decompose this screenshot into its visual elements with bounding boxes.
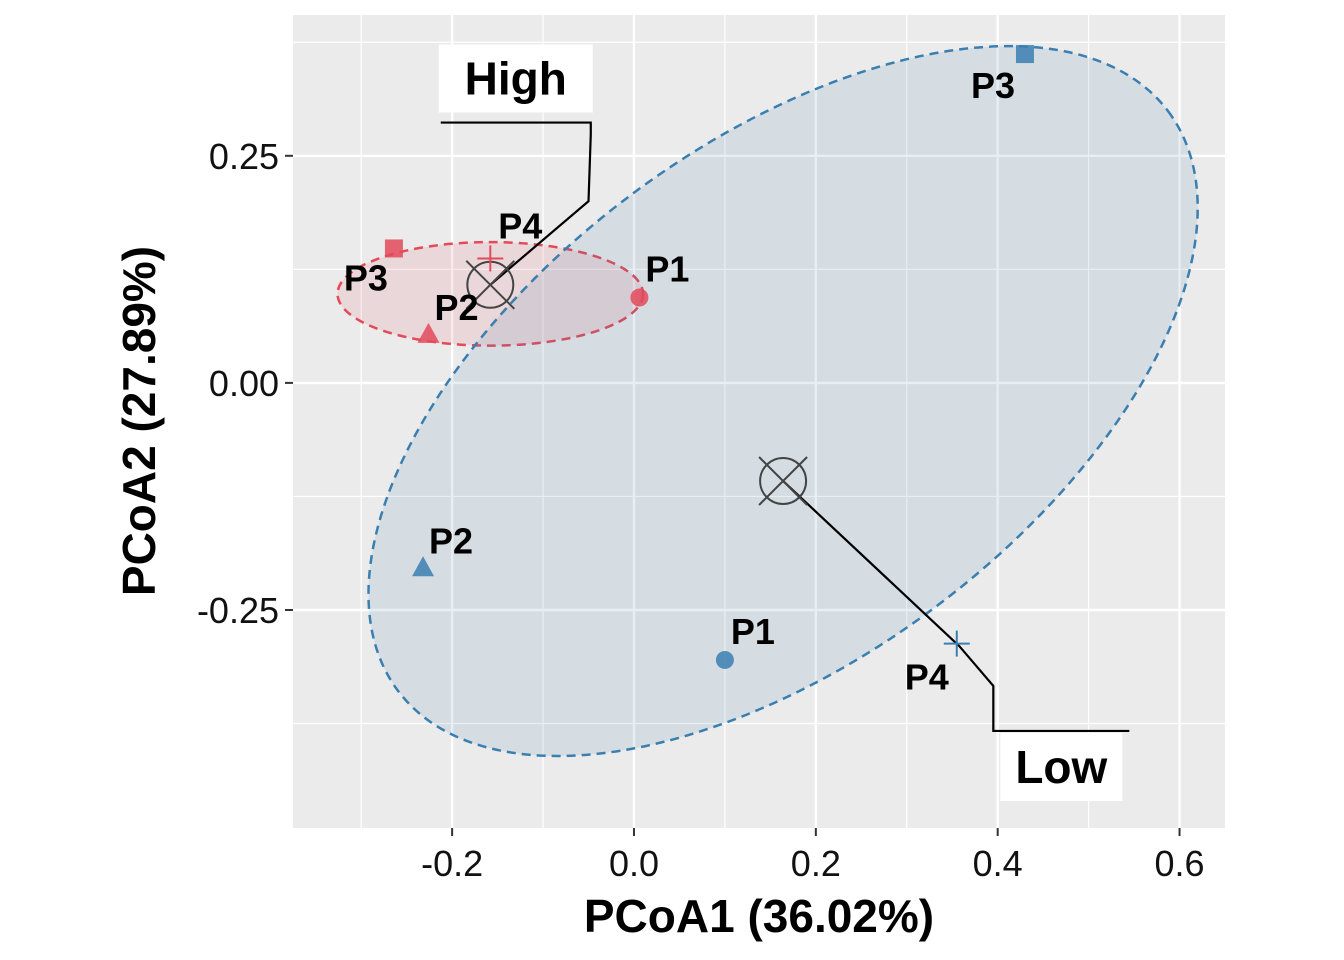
group-connectors [440, 121, 1130, 733]
point-label: P4 [905, 657, 949, 698]
centroid-low [758, 456, 808, 506]
y-tick-label: 0.00 [209, 363, 279, 404]
x-tick-label: -0.2 [421, 843, 483, 884]
point-label: P4 [498, 205, 542, 246]
grid-minor [293, 15, 1225, 828]
point-label: P2 [429, 520, 473, 561]
y-tick-label: -0.25 [197, 590, 279, 631]
group-labels: High Low [438, 44, 1123, 801]
ellipse-low [367, 44, 1199, 758]
point-low-p1 [715, 650, 734, 669]
point-low-p4 [943, 630, 970, 657]
x-tick-label: 0.6 [1155, 843, 1205, 884]
point-label: P1 [731, 611, 775, 652]
point-high-p4 [477, 245, 504, 272]
connector-low [782, 480, 1130, 733]
group-centroids [465, 260, 808, 506]
y-axis-title: PCoA2 (27.89%) [113, 246, 165, 596]
x-tick-label: 0.2 [791, 843, 841, 884]
plot-panel [293, 15, 1225, 828]
data-points [384, 45, 1034, 669]
axes: -0.2 0.0 0.2 0.4 0.6 0.25 0.00 -0.25 [197, 136, 1205, 884]
point-high-p2 [417, 322, 440, 343]
point-high-p1 [630, 288, 649, 307]
x-axis-title: PCoA1 (36.02%) [584, 890, 934, 942]
centroid-cross [758, 456, 808, 506]
point-label: P2 [434, 287, 478, 328]
centroid-cross [465, 260, 516, 310]
group-label-box [438, 44, 593, 113]
y-tick-label: 0.25 [209, 136, 279, 177]
x-tick-label: 0.0 [609, 843, 659, 884]
x-tick-label: 0.4 [973, 843, 1023, 884]
group-label-box [1000, 732, 1123, 801]
point-label: P3 [971, 65, 1015, 106]
point-high-p3 [384, 239, 403, 258]
centroid-circle [759, 456, 808, 505]
point-low-p3 [1015, 45, 1034, 64]
point-label: P1 [645, 249, 689, 290]
point-labels: P1 P2 P3 P4 P1 P2 P3 P4 [344, 65, 1015, 698]
point-low-p2 [412, 556, 435, 577]
group-label-low: Low [1015, 741, 1107, 793]
connector-high [440, 121, 592, 286]
point-label: P3 [344, 257, 388, 298]
group-label-high: High [465, 53, 567, 105]
